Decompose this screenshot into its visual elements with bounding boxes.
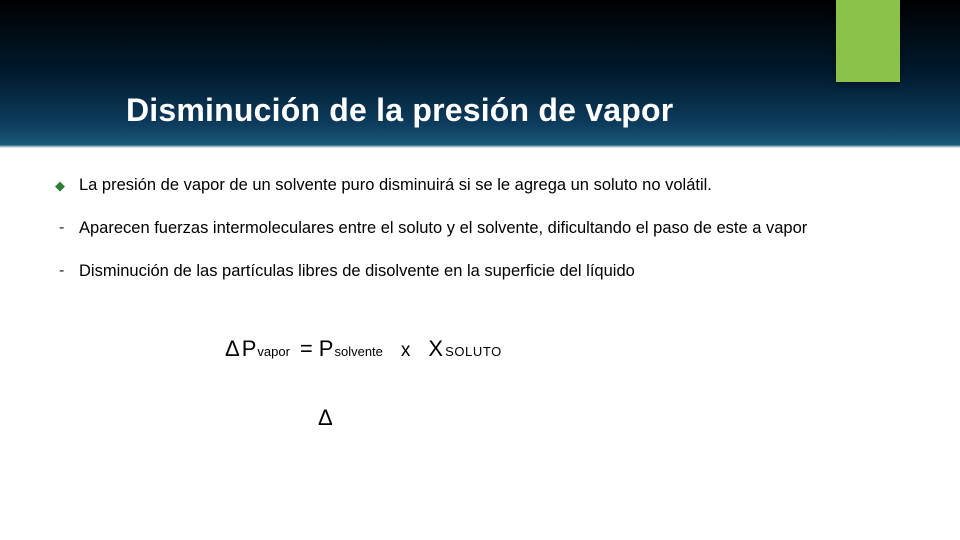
formula-sub-vapor: vapor xyxy=(257,344,290,359)
slide-content: ◆ La presión de vapor de un solvente pur… xyxy=(55,175,920,304)
formula-X: X xyxy=(428,336,443,362)
list-item: - Disminución de las partículas libres d… xyxy=(55,261,920,282)
bullet-text: Disminución de las partículas libres de … xyxy=(79,261,635,282)
dash-bullet-icon: - xyxy=(55,218,79,238)
formula-equals: = xyxy=(300,336,313,362)
formula-times: x xyxy=(401,340,411,362)
delta-symbol: Δ xyxy=(225,330,240,362)
formula: Δ P vapor = P solvente x X SOLUTO xyxy=(225,330,502,362)
accent-decoration xyxy=(836,0,900,82)
formula-sub-solvente: solvente xyxy=(334,344,382,359)
delta-symbol-lone: Δ xyxy=(318,405,333,431)
diamond-bullet-icon: ◆ xyxy=(55,175,79,196)
slide-title: Disminución de la presión de vapor xyxy=(126,92,673,129)
list-item: - Aparecen fuerzas intermoleculares entr… xyxy=(55,218,920,239)
formula-sub-soluto: SOLUTO xyxy=(445,344,502,359)
bullet-text: La presión de vapor de un solvente puro … xyxy=(79,175,712,196)
header-underline xyxy=(0,145,960,148)
slide-header: Disminución de la presión de vapor xyxy=(0,0,960,145)
list-item: ◆ La presión de vapor de un solvente pur… xyxy=(55,175,920,196)
dash-bullet-icon: - xyxy=(55,261,79,281)
formula-P-lhs: P xyxy=(242,336,257,362)
formula-P-rhs: P xyxy=(319,336,334,362)
bullet-text: Aparecen fuerzas intermoleculares entre … xyxy=(79,218,807,239)
